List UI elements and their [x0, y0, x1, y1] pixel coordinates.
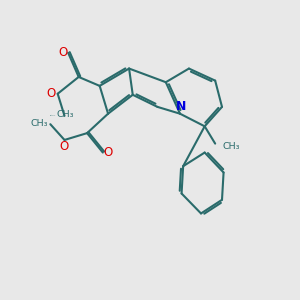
- Text: N: N: [176, 100, 186, 113]
- Text: O: O: [47, 87, 56, 100]
- Text: CH₃: CH₃: [56, 110, 74, 119]
- Text: methoxy: methoxy: [50, 115, 56, 116]
- Text: O: O: [58, 46, 68, 59]
- Text: O: O: [59, 140, 69, 153]
- Text: CH₃: CH₃: [222, 142, 239, 151]
- Text: O: O: [103, 146, 113, 159]
- Text: CH₃: CH₃: [30, 119, 47, 128]
